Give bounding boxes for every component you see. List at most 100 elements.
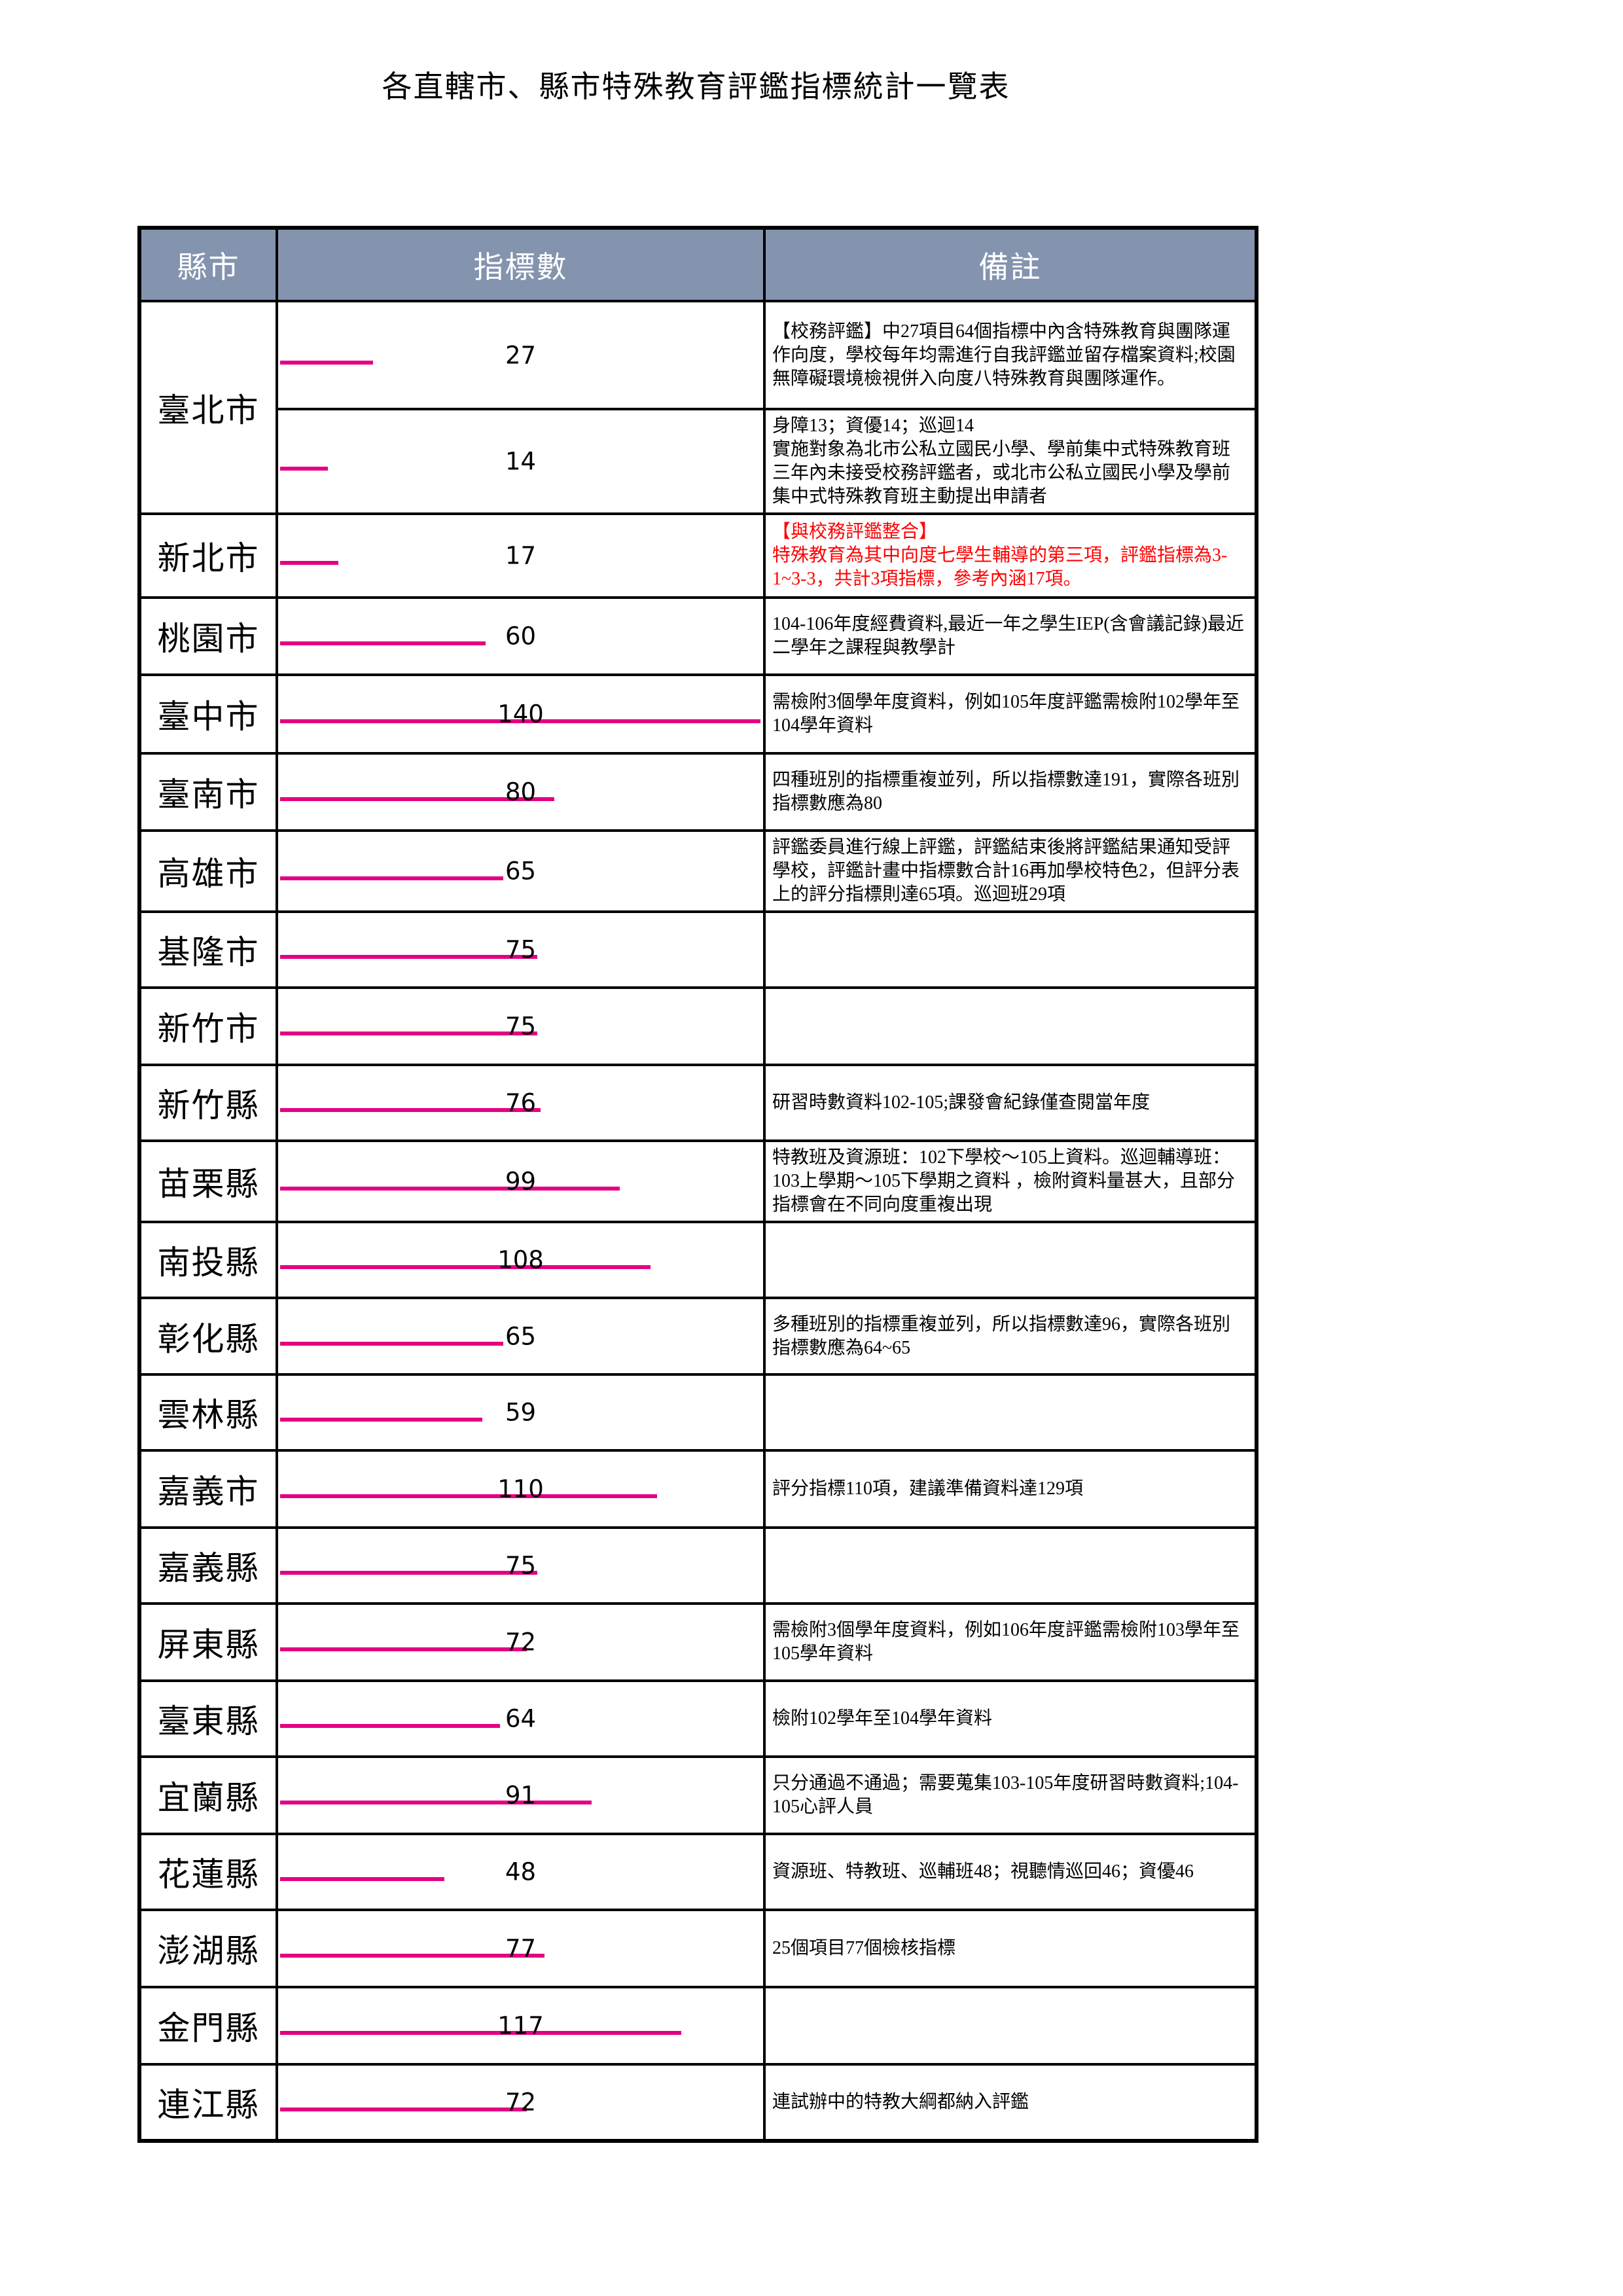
county-cell: 金門縣: [138, 1986, 278, 2066]
table-row: 屏東縣 72 需檢附3個學年度資料，例如106年度評鑑需檢附103學年至105學年資…: [138, 1602, 1258, 1682]
page-title: 各直轄市、縣市特殊教育評鑑指標統計一覽表: [382, 70, 1010, 103]
bar-cell: 59: [276, 1373, 766, 1452]
indicator-value-label: 17: [505, 541, 537, 570]
county-cell: 嘉義市: [138, 1449, 278, 1529]
table-row: 臺南市 80 四種班別的指標重複並列，所以指標數達191，實際各班別指標數應為80: [138, 752, 1258, 832]
table-row: 雲林縣 59: [138, 1373, 1258, 1452]
indicator-value-label: 14: [505, 447, 537, 476]
remark-cell: 需檢附3個學年度資料，例如105年度評鑑需檢附102學年至104學年資料: [763, 673, 1258, 755]
bar-cell: 72: [276, 1602, 766, 1682]
indicator-value-label: 108: [497, 1246, 544, 1274]
bar-cell: 80: [276, 752, 766, 832]
indicator-value-label: 72: [505, 1628, 537, 1657]
county-cell: 澎湖縣: [138, 1909, 278, 1988]
bar-cell: 14: [276, 408, 766, 515]
bar-cell: 60: [276, 596, 766, 676]
bar-cell: 117: [276, 1986, 766, 2066]
table-row: 臺中市 140 需檢附3個學年度資料，例如105年度評鑑需檢附102學年至104學年…: [138, 673, 1258, 755]
indicator-value-label: 77: [505, 1934, 537, 1963]
table-row: 臺東縣 64 檢附102學年至104學年資料: [138, 1679, 1258, 1758]
indicator-bar: [280, 876, 503, 880]
indicator-value-label: 65: [505, 857, 537, 886]
indicator-value-label: 75: [505, 1012, 537, 1041]
remark-cell: [763, 1221, 1258, 1299]
bar-cell: 75: [276, 910, 766, 989]
indicator-bar: [280, 1571, 537, 1575]
county-cell: 新竹縣: [138, 1064, 278, 1142]
remark-cell: 特教班及資源班：102下學校～105上資料。巡迴輔導班：103上學期～105下學…: [763, 1139, 1258, 1223]
indicator-bar: [280, 1187, 620, 1191]
county-cell: 桃園市: [138, 596, 278, 676]
indicator-bar: [280, 467, 329, 471]
county-cell: 臺東縣: [138, 1679, 278, 1758]
remark-cell: 25個項目77個檢核指標: [763, 1909, 1258, 1988]
remark-cell: 連試辦中的特教大綱都納入評鑑: [763, 2063, 1258, 2142]
indicator-bar: [280, 955, 537, 959]
indicator-bar: [280, 1494, 658, 1498]
bar-cell: 91: [276, 1755, 766, 1835]
county-cell: 臺中市: [138, 673, 278, 755]
indicator-value-label: 110: [497, 1475, 544, 1503]
indicator-value-label: 59: [505, 1398, 537, 1427]
table-row: 宜蘭縣 91 只分通過不通過；需要蒐集103-105年度研習時數資料;104-105…: [138, 1755, 1258, 1835]
indicator-value-label: 27: [505, 341, 537, 369]
indicator-bar: [280, 1724, 500, 1728]
bar-cell: 72: [276, 2063, 766, 2142]
bar-cell: 64: [276, 1679, 766, 1758]
county-cell: 臺北市: [138, 300, 278, 515]
indicator-bar: [280, 561, 338, 565]
remark-cell: [763, 1526, 1258, 1605]
table-body: 臺北市 27 【校務評鑑】中27項目64個指標中內含特殊教育與團隊運作向度，學校每年…: [138, 300, 1258, 2142]
table-row: 嘉義市 110 評分指標110項，建議準備資料達129項: [138, 1449, 1258, 1529]
indicator-bar: [280, 1418, 482, 1422]
remark-cell: [763, 910, 1258, 989]
indicator-bar: [280, 1031, 537, 1035]
remark-cell: 資源班、特教班、巡輔班48；視聽情巡回46；資優46: [763, 1833, 1258, 1911]
remark-cell: 多種班別的指標重複並列，所以指標數達96，實際各班別指標數應為64~65: [763, 1297, 1258, 1376]
indicator-bar: [280, 1647, 527, 1651]
remark-cell: 身障13；資優14；巡迴14 實施對象為北市公私立國民小學、學前集中式特殊教育班…: [763, 408, 1258, 515]
indicator-value-label: 99: [505, 1167, 537, 1196]
county-cell: 新竹市: [138, 986, 278, 1066]
table-row: 桃園市 60 104-106年度經費資料,最近一年之學生IEP(含會議記錄)最近二學…: [138, 596, 1258, 676]
indicator-bar: [280, 360, 373, 365]
bar-cell: 27: [276, 300, 766, 410]
remark-cell: 檢附102學年至104學年資料: [763, 1679, 1258, 1758]
remark-cell: 需檢附3個學年度資料，例如106年度評鑑需檢附103學年至105學年資料: [763, 1602, 1258, 1682]
indicator-value-label: 48: [505, 1857, 537, 1886]
remark-cell: 【與校務評鑑整合】 特殊教育為其中向度七學生輔導的第三項，評鑑指標為3-1~3-…: [763, 512, 1258, 599]
table-header-row: 縣市 指標數 備註: [138, 226, 1258, 302]
header-county: 縣市: [138, 226, 278, 302]
bar-cell: 76: [276, 1064, 766, 1142]
table-row: 彰化縣 65 多種班別的指標重複並列，所以指標數達96，實際各班別指標數應為64~6…: [138, 1297, 1258, 1376]
indicator-value-label: 140: [497, 700, 544, 728]
table-row: 臺北市 27 【校務評鑑】中27項目64個指標中內含特殊教育與團隊運作向度，學校每年…: [138, 300, 1258, 515]
table-row: 基隆市 75: [138, 910, 1258, 989]
remark-cell: 評分指標110項，建議準備資料達129項: [763, 1449, 1258, 1529]
table-row: 連江縣 72 連試辦中的特教大綱都納入評鑑: [138, 2063, 1258, 2142]
table-row: 高雄市 65 評鑑委員進行線上評鑑，評鑑結束後將評鑑結果通知受評學校，評鑑計畫中指標…: [138, 829, 1258, 913]
header-indicator-count: 指標數: [276, 226, 766, 302]
indicator-value-label: 64: [505, 1704, 537, 1733]
county-cell: 臺南市: [138, 752, 278, 832]
bar-cell: 48: [276, 1833, 766, 1911]
indicator-value-label: 80: [505, 778, 537, 806]
bar-cell: 65: [276, 829, 766, 913]
bar-cell: 140: [276, 673, 766, 755]
bar-cell: 110: [276, 1449, 766, 1529]
county-cell: 新北市: [138, 512, 278, 599]
remark-cell: 四種班別的指標重複並列，所以指標數達191，實際各班別指標數應為80: [763, 752, 1258, 832]
remark-cell: [763, 1986, 1258, 2066]
remark-cell: [763, 986, 1258, 1066]
indicator-bar: [280, 2031, 681, 2035]
bar-cell: 99: [276, 1139, 766, 1223]
statistics-table: 縣市 指標數 備註 臺北市 27 【校務評鑑】中27項目64個指標中內含特殊教育與團…: [137, 226, 1258, 2143]
county-cell: 苗栗縣: [138, 1139, 278, 1223]
header-remark: 備註: [763, 226, 1258, 302]
indicator-bar: [280, 719, 760, 723]
table-row: 南投縣 108: [138, 1221, 1258, 1299]
indicator-bar: [280, 2108, 527, 2111]
remark-cell: 104-106年度經費資料,最近一年之學生IEP(含會議記錄)最近二學年之課程與…: [763, 596, 1258, 676]
indicator-bar: [280, 797, 555, 801]
county-cell: 連江縣: [138, 2063, 278, 2142]
